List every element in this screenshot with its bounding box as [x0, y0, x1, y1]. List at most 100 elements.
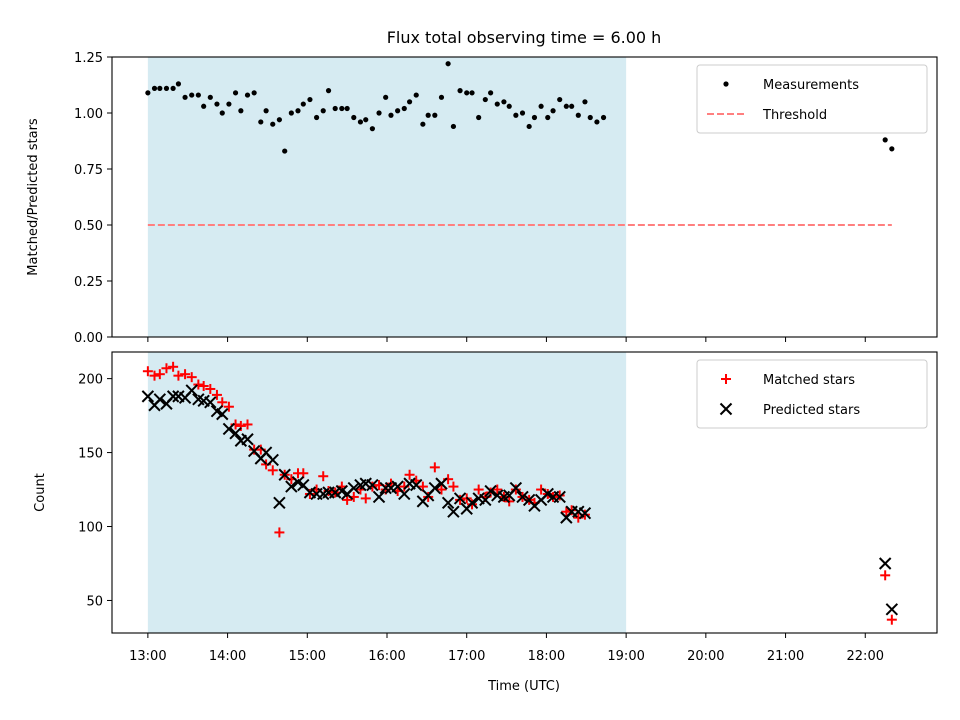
data-point	[886, 614, 897, 625]
x-tick-label: 22:00	[847, 649, 884, 664]
data-point	[578, 506, 592, 520]
data-point	[170, 85, 176, 91]
data-point	[550, 108, 556, 114]
data-point	[563, 103, 569, 109]
x-axis-label: Time (UTC)	[487, 679, 560, 694]
figure-title: Flux total observing time = 6.00 h	[387, 28, 662, 47]
data-point	[594, 119, 600, 125]
cross-stroke-b	[391, 480, 404, 493]
data-point	[450, 123, 457, 130]
data-point	[325, 88, 332, 94]
cross-stroke-b	[273, 496, 286, 510]
x-tick-label: 21:00	[767, 649, 804, 664]
data-point	[285, 480, 298, 493]
data-point	[479, 493, 492, 507]
axes-frame	[111, 56, 938, 338]
data-point	[251, 90, 257, 96]
cross-stroke-b	[379, 481, 392, 495]
data-point	[488, 90, 494, 96]
data-point	[300, 101, 306, 107]
cross-stroke-b	[241, 433, 254, 446]
data-point	[453, 492, 467, 505]
data-point	[313, 114, 320, 121]
cross-stroke-b	[522, 493, 536, 507]
data-point	[476, 114, 482, 121]
data-point	[545, 114, 551, 121]
data-point	[163, 85, 170, 91]
data-point	[553, 490, 566, 504]
legend-label: Threshold	[762, 108, 827, 123]
data-point	[425, 112, 431, 118]
data-point	[878, 557, 892, 570]
data-point	[395, 108, 401, 114]
cross-stroke-b	[359, 477, 372, 490]
cross-stroke-b	[435, 477, 448, 490]
data-point	[448, 481, 459, 492]
data-point	[401, 105, 407, 112]
data-point	[438, 94, 445, 100]
cross-stroke-b	[291, 475, 305, 489]
cross-stroke-b	[484, 484, 497, 498]
x-tick-label: 14:00	[209, 649, 246, 664]
data-point	[276, 117, 282, 123]
cross-stroke-b	[347, 481, 360, 495]
legend-marker-cross	[719, 402, 733, 416]
x-tick-label: 18:00	[528, 649, 565, 664]
data-point	[457, 88, 463, 94]
cross-stroke-b	[197, 394, 210, 408]
data-point	[229, 427, 242, 440]
data-point	[582, 99, 588, 105]
data-point	[161, 363, 172, 374]
y-tick-label: 200	[78, 373, 103, 388]
y-tick-label: 0.00	[74, 331, 103, 346]
data-point	[501, 99, 507, 105]
panel-flux-ratio: 0.00 0.25 0.50 0.75 1.00 1.25 Matched/Predicte…	[26, 51, 938, 346]
data-point	[506, 103, 512, 109]
data-point	[141, 390, 155, 403]
data-point	[274, 527, 285, 538]
cross-stroke-b	[204, 396, 217, 409]
cross-stroke-b	[572, 505, 585, 518]
cross-stroke-b	[247, 444, 261, 458]
data-point	[516, 490, 529, 504]
cross-stroke-b	[216, 407, 229, 421]
data-point	[538, 103, 544, 109]
data-point	[266, 453, 279, 467]
cross-stroke-b	[366, 478, 379, 492]
data-point	[465, 496, 479, 510]
data-point	[363, 117, 369, 123]
data-point	[554, 490, 565, 501]
data-point	[182, 94, 188, 100]
cross-stroke-b	[403, 477, 416, 490]
data-point	[175, 81, 182, 87]
data-point	[557, 96, 563, 103]
data-point	[447, 505, 460, 518]
cross-stroke-b	[141, 390, 155, 403]
data-point	[360, 493, 371, 504]
cross-stroke-b	[166, 390, 180, 403]
data-point	[531, 114, 538, 121]
axes-frame	[111, 351, 938, 634]
data-point	[509, 481, 523, 495]
data-point	[376, 110, 382, 116]
cross-stroke-b	[210, 404, 224, 418]
x-tick-label: 17:00	[448, 649, 485, 664]
data-point	[455, 494, 466, 505]
x-tick-label: 20:00	[687, 649, 724, 664]
data-point	[473, 484, 484, 495]
data-point	[880, 570, 891, 581]
data-point	[207, 94, 213, 100]
data-point	[366, 478, 379, 492]
data-point	[429, 462, 440, 473]
data-point	[492, 484, 503, 495]
data-point	[339, 105, 345, 112]
x-tick-label: 15:00	[289, 649, 326, 664]
data-point	[193, 379, 204, 390]
data-point	[482, 96, 488, 103]
data-point	[320, 108, 326, 114]
x-tick-label: 16:00	[368, 649, 405, 664]
data-point	[223, 401, 234, 412]
cross-stroke-b	[185, 384, 198, 397]
cross-stroke-b	[303, 486, 317, 499]
data-point	[168, 361, 179, 372]
